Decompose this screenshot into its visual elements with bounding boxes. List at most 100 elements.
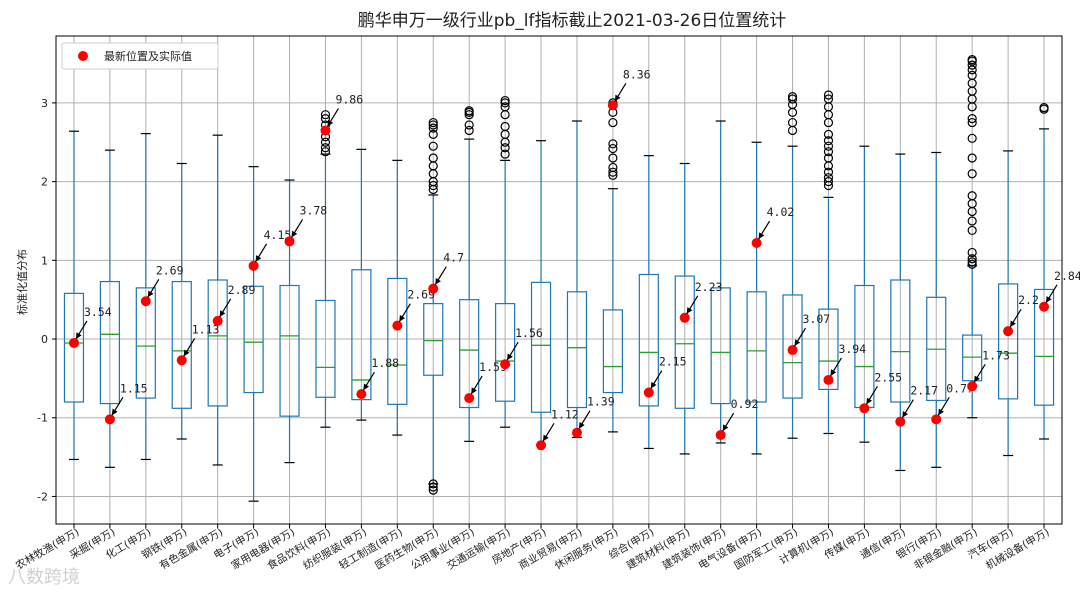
latest-marker (356, 389, 367, 400)
annotation-arrowhead (471, 387, 477, 395)
outlier-point (320, 137, 331, 147)
outlier-point (967, 254, 977, 264)
watermark: 八数跨境 (8, 567, 80, 588)
annotation-value: 2.23 (695, 280, 723, 294)
box-iqr (351, 269, 372, 401)
outlier-point (428, 141, 438, 151)
annotation-value: 1.12 (551, 407, 579, 421)
outlier-point (823, 167, 834, 177)
box-group (495, 95, 516, 428)
box-iqr (207, 279, 228, 407)
y-tick-label: -1 (37, 412, 48, 425)
outlier-point (967, 257, 977, 267)
box-iqr (1033, 288, 1055, 406)
outlier-point (500, 143, 510, 153)
box-group (1033, 103, 1055, 440)
outlier-point (608, 143, 618, 154)
box-group (351, 148, 372, 421)
outlier-point (787, 94, 798, 104)
box-iqr (962, 334, 983, 382)
y-axis: -2 -1 0 1 2 3 (37, 35, 1063, 525)
annotation-arrowhead (1046, 296, 1052, 303)
outlier-point (320, 110, 331, 120)
box-group (63, 130, 85, 461)
outlier-point (967, 65, 977, 75)
box-group (135, 133, 156, 461)
annotation-arrowhead (363, 383, 370, 391)
latest-annotation: 1.59 (464, 360, 507, 404)
annotation-value: 2.15 (659, 355, 687, 369)
box-iqr (530, 281, 552, 413)
latest-annotation: 2.89 (212, 283, 255, 326)
box-iqr (710, 287, 731, 405)
box-group (315, 110, 336, 428)
latest-marker (104, 414, 115, 425)
annotation-value: 2.55 (874, 370, 902, 384)
annotation-arrowhead (830, 369, 837, 376)
latest-marker (679, 312, 690, 323)
annotation-value: 8.36 (623, 67, 651, 81)
latest-annotation: 8.36 (607, 67, 651, 111)
box-group (746, 141, 767, 455)
box-iqr (495, 303, 516, 402)
outlier-point (428, 153, 438, 163)
latest-annotation: 1.73 (967, 348, 1010, 392)
outlier-point (823, 153, 834, 163)
outlier-point (464, 106, 474, 116)
annotation-arrowhead (399, 314, 406, 322)
annotation-value: 2.69 (156, 263, 184, 277)
annotation-value: 4.7 (443, 251, 464, 265)
latest-annotation: 2.2 (1003, 293, 1039, 337)
outlier-point (428, 117, 438, 128)
annotation-arrowhead (1010, 320, 1016, 328)
annotation-value: 1.15 (120, 381, 148, 395)
annotation-arrowhead (722, 424, 729, 432)
latest-marker (967, 381, 978, 392)
box-iqr (566, 291, 588, 409)
annotation-arrowhead (578, 422, 585, 429)
latest-annotation: 9.86 (320, 92, 363, 136)
y-tick-label: 3 (41, 97, 48, 110)
latest-marker (859, 403, 870, 414)
box-iqr (818, 308, 839, 391)
annotation-arrowhead (435, 277, 441, 285)
outlier-point (464, 125, 474, 136)
latest-annotation: 1.56 (500, 326, 543, 370)
legend-label: 最新位置及实际值 (104, 49, 192, 63)
box-group (782, 92, 803, 439)
outlier-point (787, 117, 798, 128)
annotation-arrowhead (255, 255, 262, 262)
latest-annotation: 1.15 (104, 381, 148, 425)
latest-annotation: 2.69 (392, 288, 435, 331)
annotation-value: 1.73 (982, 348, 1010, 362)
box-iqr (890, 279, 911, 403)
annotation-value: 3.07 (803, 312, 831, 326)
latest-marker (392, 320, 403, 331)
latest-annotation: 3.94 (823, 342, 866, 385)
annotation-arrowhead (219, 310, 226, 317)
latest-marker (140, 296, 151, 307)
legend: 最新位置及实际值 (61, 42, 219, 70)
annotation-arrowhead (183, 349, 190, 357)
annotation-value: 2.2 (1018, 293, 1039, 307)
latest-annotation: 2.15 (643, 355, 687, 398)
latest-annotation: 3.78 (284, 203, 327, 247)
latest-annotation: 0.77 (931, 381, 974, 425)
annotation-value: 3.94 (838, 342, 866, 356)
annotation-value: 4.02 (767, 205, 795, 219)
box-iqr (243, 285, 264, 394)
outlier-point (967, 247, 977, 258)
outlier-point (320, 147, 331, 157)
latest-annotation: 1.13 (176, 322, 220, 366)
latest-annotation: 1.12 (536, 407, 579, 451)
outlier-point (428, 485, 438, 495)
annotation-arrowhead (866, 397, 873, 405)
outlier-point (464, 110, 474, 120)
annotation-arrowhead (507, 353, 513, 361)
annotation-value: 1.59 (479, 360, 507, 374)
box-group (207, 134, 228, 466)
annotation-arrowhead (543, 434, 549, 442)
latest-annotation: 3.54 (68, 305, 112, 348)
annotation-arrowhead (327, 119, 334, 127)
outlier-point (967, 153, 977, 163)
